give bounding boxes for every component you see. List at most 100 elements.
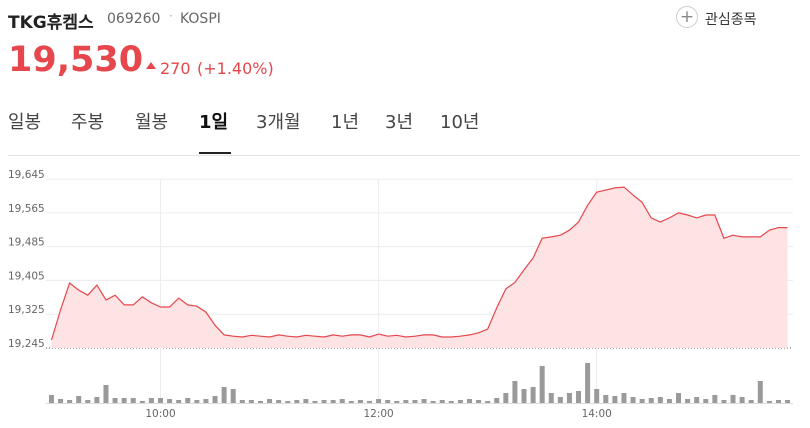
volume-bar bbox=[412, 400, 418, 403]
volume-bar bbox=[466, 399, 472, 403]
volume-bar bbox=[448, 401, 454, 403]
volume-bar bbox=[267, 399, 273, 403]
y-tick-label: 19,485 bbox=[8, 237, 45, 249]
volume-bar bbox=[158, 398, 164, 403]
tab[interactable]: 3개월 bbox=[256, 112, 301, 133]
tab-active[interactable]: 1일 bbox=[199, 112, 229, 133]
volume-bar bbox=[276, 400, 282, 403]
x-tick-label: 10:00 bbox=[145, 408, 175, 420]
volume-bar bbox=[439, 400, 445, 403]
y-tick-label: 19,565 bbox=[8, 203, 45, 215]
volume-bar bbox=[357, 400, 363, 403]
volume-bar bbox=[785, 400, 791, 403]
tab[interactable]: 3년 bbox=[385, 112, 414, 133]
volume-bar bbox=[657, 397, 663, 403]
volume-bar bbox=[476, 400, 482, 403]
volume-bar bbox=[403, 400, 409, 403]
volume-bar bbox=[566, 393, 572, 403]
y-tick-label: 19,325 bbox=[8, 304, 45, 316]
volume-bar bbox=[503, 393, 509, 403]
volume-bar bbox=[703, 399, 709, 403]
volume-bar bbox=[548, 393, 554, 403]
y-tick-label: 19,245 bbox=[8, 338, 45, 350]
volume-bar bbox=[294, 400, 300, 403]
tab[interactable]: 10년 bbox=[440, 112, 480, 133]
change-pct: (+1.40%) bbox=[197, 59, 274, 78]
up-arrow bbox=[146, 62, 156, 69]
volume-bar bbox=[339, 399, 345, 403]
volume-bar bbox=[521, 389, 527, 403]
volume-bar bbox=[48, 395, 54, 403]
volume-bar bbox=[321, 400, 327, 403]
volume-bar bbox=[248, 400, 254, 403]
tab[interactable]: 주봉 bbox=[71, 112, 105, 133]
volume-bar bbox=[367, 401, 373, 403]
volume-bar bbox=[330, 400, 336, 403]
volume-bar bbox=[257, 401, 263, 403]
add-icon[interactable]: + bbox=[676, 6, 698, 28]
volume-bar bbox=[457, 400, 463, 403]
y-tick-label: 19,405 bbox=[8, 270, 45, 282]
volume-bar bbox=[757, 381, 763, 403]
volume-bar bbox=[230, 389, 236, 403]
volume-bar bbox=[421, 399, 427, 403]
volume-bar bbox=[139, 401, 145, 403]
volume-bar bbox=[666, 399, 672, 403]
volume-bar bbox=[694, 397, 700, 403]
volume-bar bbox=[766, 401, 772, 403]
volume-bar bbox=[603, 395, 609, 403]
volume-bar bbox=[94, 397, 100, 403]
watchlist-button[interactable]: 관심종목 bbox=[705, 12, 757, 28]
volume-bar bbox=[394, 401, 400, 403]
volume-bar bbox=[203, 399, 209, 403]
volume-bar bbox=[176, 400, 182, 403]
volume-bar bbox=[685, 399, 691, 403]
volume-bar bbox=[576, 391, 582, 403]
volume-bar bbox=[67, 400, 73, 403]
volume-bar bbox=[639, 399, 645, 403]
volume-bar bbox=[712, 395, 718, 403]
volume-bar bbox=[775, 400, 781, 403]
volume-bar bbox=[58, 399, 64, 403]
volume-bar bbox=[585, 363, 591, 403]
volume-bar bbox=[194, 400, 200, 403]
volume-bar bbox=[85, 400, 91, 403]
volume-bar bbox=[385, 400, 391, 403]
tab[interactable]: 1년 bbox=[331, 112, 360, 133]
volume-bar bbox=[485, 401, 491, 403]
volume-bar bbox=[630, 397, 636, 403]
volume-bar bbox=[103, 385, 109, 403]
volume-bar bbox=[148, 398, 154, 403]
volume-bar bbox=[312, 401, 318, 403]
price: 19,530 bbox=[8, 40, 144, 80]
tab[interactable]: 일봉 bbox=[8, 112, 42, 133]
volume-bar bbox=[612, 396, 618, 403]
volume-bar bbox=[112, 398, 118, 403]
volume-bar bbox=[730, 395, 736, 403]
volume-bar bbox=[648, 398, 654, 403]
volume-bar bbox=[621, 393, 627, 403]
volume-bar bbox=[76, 396, 82, 403]
volume-bar bbox=[121, 398, 127, 403]
volume-bar bbox=[748, 400, 754, 403]
volume-bar bbox=[539, 366, 545, 403]
volume-bar bbox=[376, 399, 382, 403]
market: KOSPI bbox=[180, 11, 221, 27]
volume-bar bbox=[512, 381, 518, 403]
y-tick-label: 19,645 bbox=[8, 169, 45, 181]
tab-underline bbox=[199, 152, 231, 154]
volume-bar bbox=[675, 393, 681, 403]
volume-bar bbox=[167, 399, 173, 403]
x-tick-label: 12:00 bbox=[363, 408, 393, 420]
tab[interactable]: 월봉 bbox=[135, 112, 169, 133]
volume-bar bbox=[185, 398, 191, 403]
separator: · bbox=[169, 9, 173, 23]
volume-bar bbox=[530, 387, 536, 403]
volume-bar bbox=[594, 389, 600, 403]
price-line bbox=[50, 186, 788, 341]
change: 270 bbox=[160, 59, 191, 78]
volume-bar bbox=[239, 400, 245, 403]
volume-bar bbox=[221, 387, 227, 403]
stock-code: 069260 bbox=[107, 11, 161, 27]
